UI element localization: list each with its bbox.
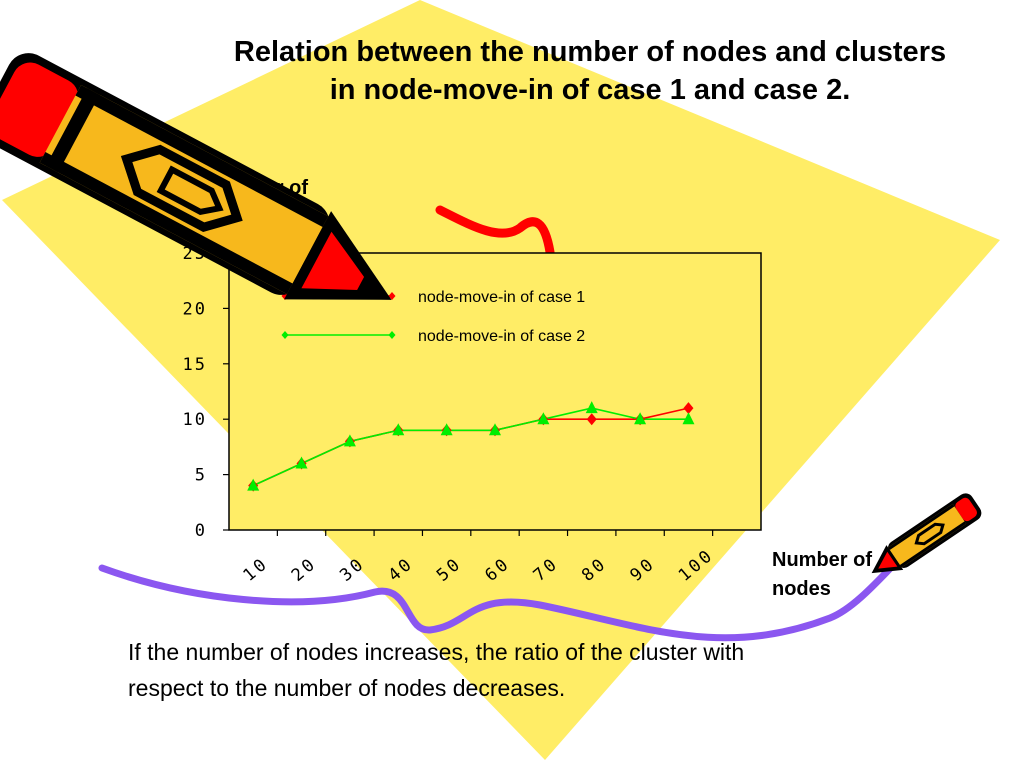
- x-tick-label: 70: [530, 553, 563, 585]
- x-tick-label: 20: [288, 553, 321, 585]
- title-line-2: in node-move-in of case 1 and case 2.: [329, 74, 851, 107]
- series-2-point: [682, 412, 695, 425]
- series-markers: [247, 401, 695, 492]
- x-axis-title: Number of nodes: [772, 546, 872, 604]
- series-2-point: [489, 423, 501, 436]
- slide-caption: If the number of nodes increases, the ra…: [128, 634, 928, 706]
- series-2-point: [247, 478, 260, 491]
- series-2-point: [440, 423, 453, 436]
- series-2-point: [537, 412, 550, 425]
- x-axis-ticks: 10 20 30 40 50 60 70 80 90 100: [240, 530, 718, 586]
- series-2-point: [295, 456, 308, 469]
- x-tick-label: 80: [578, 553, 611, 585]
- purple-squiggle: [98, 554, 904, 642]
- legend-marker-2: [388, 331, 396, 339]
- x-axis-title-line-1: Number of: [772, 549, 872, 571]
- series-2-point: [343, 434, 356, 447]
- x-tick-label: 90: [626, 553, 659, 585]
- series-2-point: [634, 412, 647, 425]
- series-1-point: [683, 402, 694, 415]
- series-1-point: [586, 413, 597, 426]
- y-tick-label: 0: [195, 521, 207, 541]
- x-tick-label: 40: [385, 553, 418, 585]
- y-tick-label: 5: [195, 466, 207, 486]
- legend-label-2: node-move-in of case 2: [418, 328, 585, 345]
- y-tick-label: 25: [183, 244, 207, 264]
- legend-marker-2: [281, 331, 289, 339]
- y-tick-label: 20: [183, 299, 207, 319]
- x-tick-label: 100: [675, 545, 718, 586]
- x-tick-label: 50: [433, 553, 466, 585]
- y-tick-label: 10: [183, 410, 207, 430]
- slide-title: Relation between the number of nodes and…: [150, 33, 1024, 109]
- caption-line-2: respect to the number of nodes decreases…: [128, 675, 566, 701]
- title-line-1: Relation between the number of nodes and…: [233, 36, 947, 69]
- series-2-point: [585, 401, 598, 414]
- x-axis-title-line-2: nodes: [772, 578, 831, 600]
- x-tick-label: 10: [240, 553, 273, 585]
- x-tick-label: 30: [336, 553, 369, 585]
- series-2-point: [392, 423, 405, 436]
- y-axis-ticks: 0 5 10 15 20 25: [183, 244, 229, 541]
- y-tick-label: 15: [183, 355, 207, 375]
- series-line-2: [252, 407, 689, 487]
- x-tick-label: 60: [481, 553, 514, 585]
- caption-line-1: If the number of nodes increases, the ra…: [128, 639, 745, 665]
- series-lines: [252, 407, 689, 487]
- legend-label-1: node-move-in of case 1: [418, 289, 585, 306]
- red-squiggle: [435, 205, 555, 257]
